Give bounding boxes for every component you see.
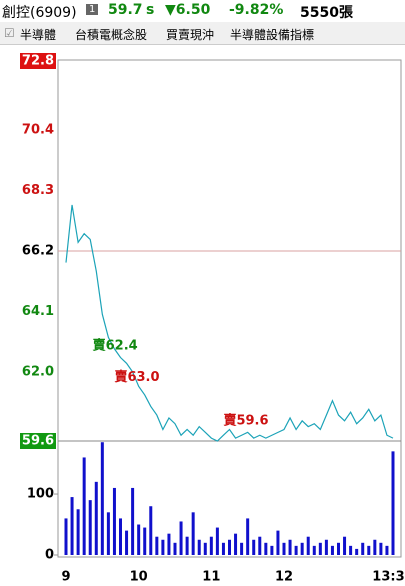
volume-bar — [179, 521, 183, 555]
volume-bar — [318, 542, 322, 555]
volume-bar — [252, 539, 256, 555]
y-tick-label: 66.2 — [22, 244, 54, 259]
y-tick-label: 100 — [27, 487, 54, 502]
volume-bar — [264, 542, 268, 555]
limit-box — [20, 433, 56, 449]
volume-bar — [270, 545, 274, 555]
percent: -9.82% — [229, 2, 284, 18]
volume-bar — [228, 539, 231, 555]
volume-bar — [367, 545, 371, 555]
volume-bar — [167, 533, 171, 555]
y-tick-label: 0 — [45, 548, 54, 563]
volume-bar — [203, 542, 207, 555]
limit-box — [20, 53, 56, 69]
volume-bar — [282, 542, 286, 555]
tag[interactable]: 買賣現沖 — [166, 28, 215, 42]
volume-bar — [240, 542, 244, 555]
volume-bar — [149, 506, 153, 555]
volume-bar — [337, 542, 340, 555]
annotation: 賣62.4 — [93, 338, 138, 354]
volume-bar — [185, 536, 189, 555]
volume-bar — [143, 527, 147, 555]
volume-bar — [379, 542, 383, 555]
volume-bar — [191, 512, 195, 555]
x-tick-label: 9 — [61, 570, 70, 585]
volume-bar — [361, 542, 365, 555]
volume-bar — [324, 539, 328, 555]
tag[interactable]: 半導體設備指標 — [230, 28, 315, 42]
annotation: 賣59.6 — [223, 412, 268, 428]
price: 59.7 — [108, 2, 143, 18]
volume-bar — [306, 536, 310, 555]
volume-bar — [131, 487, 135, 555]
volume-bar — [355, 548, 359, 555]
y-tick-label: 70.4 — [22, 123, 54, 138]
volume-bar — [137, 524, 141, 555]
volume-bar — [106, 512, 110, 555]
volume-bar — [209, 536, 213, 555]
tag[interactable]: 台積電概念股 — [75, 28, 148, 42]
volume-bar — [391, 451, 395, 555]
tag[interactable]: 半導體 — [20, 28, 57, 42]
change: ▼6.50 — [165, 2, 211, 18]
volume-bar — [125, 530, 129, 555]
x-tick-label: 13:30 — [372, 570, 405, 585]
volume-bar — [276, 530, 280, 555]
volume-bar — [258, 536, 262, 555]
volume-bar — [173, 542, 177, 555]
tag-bar: ☑ 半導體 台積電概念股 買賣現沖 半導體設備指標 — [0, 22, 405, 45]
volume-bar — [385, 545, 389, 555]
volume-bar — [88, 500, 92, 555]
chart: 72.8 70.4 68.3 66.2 64.1 62.0 59.6 賣62.4 賣63.0 賣5… — [20, 53, 405, 585]
volume-bar — [94, 481, 98, 555]
volume-bar — [330, 545, 334, 555]
volume-bar — [343, 536, 347, 555]
volume-bar — [373, 539, 377, 555]
volume-bar — [349, 545, 353, 555]
price-flag: s — [146, 2, 155, 18]
volume-bar — [82, 457, 86, 555]
y-tick-label: 64.1 — [22, 304, 54, 319]
volume-bar — [246, 518, 250, 555]
volume-bar — [312, 545, 316, 555]
volume-bar — [300, 542, 304, 555]
volume: 5550張 — [300, 5, 353, 21]
annotation: 賣63.0 — [114, 369, 159, 385]
frame — [57, 59, 402, 558]
volume-bar — [161, 539, 165, 555]
volume-bar — [215, 527, 219, 555]
y-tick-label: 59.6 — [22, 434, 54, 449]
volume-bar — [155, 536, 159, 555]
header: 創控(6909) 1 59.7 s ▼6.50 -9.82% 5550張 — [0, 0, 405, 22]
volume-bar — [288, 539, 292, 555]
volume-bar — [234, 533, 238, 555]
y-tick-label: 62.0 — [22, 364, 54, 379]
volume-bar — [112, 487, 116, 555]
x-tick-label: 11 — [202, 570, 220, 585]
badge: 1 — [86, 4, 99, 15]
checkbox[interactable]: ☑ — [4, 26, 15, 40]
x-tick-label: 12 — [275, 570, 293, 585]
volume-bar — [221, 542, 225, 555]
volume-bar — [100, 442, 104, 555]
y-tick-label: 68.3 — [22, 183, 54, 198]
x-tick-label: 10 — [130, 570, 148, 585]
volume-bar — [70, 497, 74, 555]
volume-bar — [197, 539, 201, 555]
volume-bar — [294, 545, 298, 555]
price-line — [65, 204, 394, 442]
stock-name: 創控(6909) — [2, 5, 77, 21]
volume-bar — [119, 518, 122, 555]
volume-bar — [76, 509, 80, 555]
volume-bar — [64, 518, 68, 555]
y-tick-label: 72.8 — [22, 54, 54, 69]
